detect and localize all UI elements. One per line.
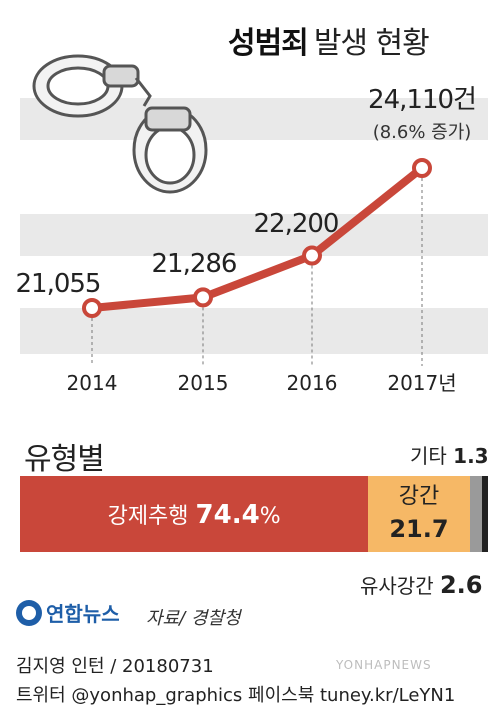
- x-label-3: 2017년: [387, 371, 456, 395]
- breakdown-title: 유형별: [24, 442, 105, 477]
- x-label-1: 2015: [178, 371, 229, 395]
- quasi-rape-label: 유사강간 2.6: [360, 570, 482, 599]
- yonhap-logo: 연합뉴스: [16, 598, 120, 630]
- yonhap-logo-icon: [16, 599, 42, 626]
- line-chart: 21,055 21,286 22,200 24,110건 (8.6% 증가) 2014…: [16, 54, 488, 395]
- point-label-3: 24,110건: [368, 85, 476, 115]
- x-axis-labels: 2014 2015 2016 2017년: [67, 371, 457, 395]
- assault-unit: %: [259, 504, 281, 529]
- other-label: 기타 1.3: [410, 440, 489, 469]
- data-point-3: [412, 158, 432, 178]
- quasi-name: 유사강간: [360, 574, 434, 598]
- title-bold: 성범죄: [228, 26, 309, 61]
- watermark: YONHAPNEWS: [336, 658, 432, 672]
- point-label-1: 21,286: [152, 249, 237, 279]
- segment-assault: 강제추행 74.4%: [20, 476, 369, 552]
- assault-value: 74.4: [195, 500, 260, 530]
- source-text: 자료/ 경찰청: [146, 608, 241, 629]
- credit-text: 김지영 인턴 / 20180731: [16, 656, 214, 677]
- rape-name: 강간: [398, 484, 440, 509]
- stacked-bar: 강제추행 74.4% 강간 21.7: [20, 476, 488, 552]
- quasi-value: 2.6: [439, 571, 483, 599]
- segment-rape: 강간 21.7: [368, 476, 470, 552]
- point-labels: 21,055 21,286 22,200 24,110건: [16, 85, 477, 299]
- x-guides: [91, 178, 423, 366]
- assault-name: 강제추행: [107, 504, 189, 529]
- x-label-0: 2014: [67, 371, 118, 395]
- data-point-2: [302, 245, 322, 266]
- growth-annotation: (8.6% 증가): [373, 122, 472, 143]
- other-name: 기타: [410, 444, 447, 468]
- rape-value: 21.7: [389, 515, 449, 543]
- social-text: 트위터 @yonhap_graphics 페이스북 tuney.kr/LeYN1: [16, 685, 456, 706]
- segment-quasi-rape: [469, 476, 482, 552]
- data-points: [82, 158, 432, 318]
- other-value: 1.3: [453, 444, 489, 468]
- segment-other: [481, 476, 488, 552]
- title-rest: 발생 현황: [313, 26, 430, 61]
- logo-text: 연합뉴스: [46, 602, 120, 626]
- series-line: [88, 164, 426, 312]
- point-label-0: 21,055: [16, 269, 101, 299]
- point-label-2: 22,200: [254, 209, 339, 239]
- data-point-0: [82, 298, 102, 318]
- page-title: 성범죄 발생 현황: [228, 18, 488, 61]
- handcuffs-icon: [32, 54, 208, 194]
- band-1: [20, 214, 488, 256]
- data-point-1: [193, 287, 213, 308]
- x-label-2: 2016: [287, 371, 338, 395]
